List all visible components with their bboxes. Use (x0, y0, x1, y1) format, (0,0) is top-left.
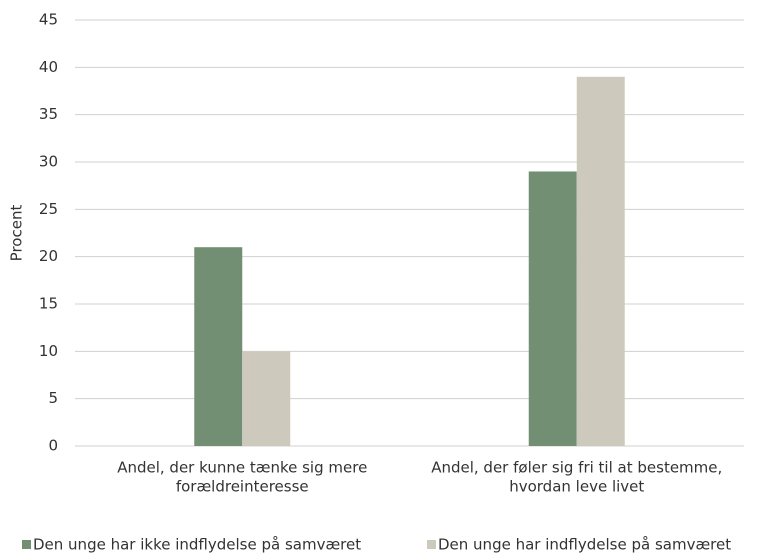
y-tick-label: 5 (48, 389, 58, 407)
x-tick-label: hvordan leve livet (509, 478, 644, 496)
bar (242, 351, 291, 446)
y-tick-label: 30 (39, 153, 58, 171)
y-axis-label: Procent (8, 205, 26, 262)
x-tick-label: forældreinteresse (176, 478, 309, 496)
y-tick-label: 25 (39, 200, 58, 218)
bar (528, 171, 577, 446)
y-tick-label: 0 (48, 437, 58, 455)
y-tick-label: 20 (39, 247, 58, 265)
legend-swatch (22, 540, 31, 549)
bar (576, 76, 625, 447)
x-tick-label: Andel, der føler sig fri til at bestemme… (431, 459, 722, 477)
y-tick-label: 15 (39, 295, 58, 313)
y-tick-label: 35 (39, 105, 58, 123)
bar (194, 247, 243, 446)
x-tick-label: Andel, der kunne tænke sig mere (117, 459, 367, 477)
legend-swatch (427, 540, 436, 549)
y-tick-label: 40 (39, 58, 58, 76)
legend-label: Den unge har indflydelse på samværet (438, 536, 731, 554)
legend-label: Den unge har ikke indflydelse på samvære… (33, 536, 361, 554)
y-tick-label: 10 (39, 342, 58, 360)
y-tick-label: 45 (39, 11, 58, 29)
